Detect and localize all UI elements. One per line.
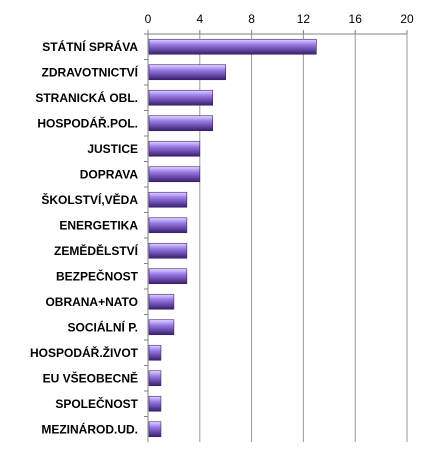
x-tick-label: 12 [297, 12, 311, 26]
bar-1 [148, 38, 317, 55]
bar-7 [148, 191, 188, 208]
category-label: BEZPEČNOST [56, 268, 139, 283]
bar-11 [148, 293, 175, 310]
category-label: SOCIÁLNÍ P. [68, 319, 138, 334]
category-label: OBRANA+NATO [45, 295, 138, 309]
x-tick-label: 4 [196, 12, 203, 26]
bar-6 [148, 166, 201, 183]
axes: 0 4 8 12 16 20 [144, 12, 414, 442]
category-label: ŠKOLSTVÍ,VĚDA [41, 192, 138, 207]
category-label: STRANICKÁ OBL. [35, 90, 138, 105]
category-labels: STÁTNÍ SPRÁVA ZDRAVOTNICTVÍ STRANICKÁ OBL.… [30, 39, 139, 437]
category-label: EU VŠEOBECNĚ [43, 370, 138, 385]
bar-2 [148, 64, 226, 81]
bar-15 [148, 395, 162, 412]
category-label: ZDRAVOTNICTVÍ [42, 64, 139, 79]
x-tick-label: 16 [349, 12, 363, 26]
category-label: STÁTNÍ SPRÁVA [42, 39, 138, 54]
x-tick-label: 20 [400, 12, 414, 26]
bars [148, 38, 317, 438]
bar-5 [148, 140, 201, 157]
category-label: JUSTICE [87, 142, 138, 156]
bar-9 [148, 242, 188, 259]
bar-10 [148, 268, 188, 285]
bar-8 [148, 217, 188, 234]
category-label: ENERGETIKA [59, 218, 138, 232]
x-tick-label: 0 [145, 12, 152, 26]
bar-4 [148, 115, 214, 132]
bar-12 [148, 319, 175, 336]
bar-3 [148, 89, 214, 106]
bar-13 [148, 344, 162, 361]
category-label: SPOLEČNOST [55, 396, 138, 411]
category-label: DOPRAVA [80, 167, 139, 181]
category-label: HOSPODÁŘ.ŽIVOT [30, 345, 139, 360]
bar-14 [148, 370, 162, 387]
bar-16 [148, 421, 162, 438]
category-label: MEZINÁROD.UD. [41, 421, 138, 436]
category-label: ZEMĚDĚLSTVÍ [54, 243, 139, 258]
category-label: HOSPODÁŘ.POL. [37, 115, 138, 130]
grid-lines [199, 34, 408, 442]
x-tick-label: 8 [248, 12, 255, 26]
